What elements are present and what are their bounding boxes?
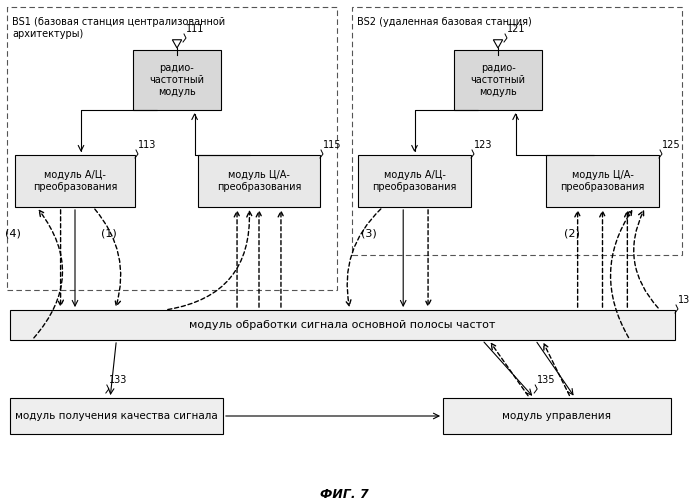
Bar: [358, 155, 471, 207]
Text: BS2 (удаленная базовая станция): BS2 (удаленная базовая станция): [357, 17, 532, 27]
Text: 131: 131: [678, 295, 689, 305]
Bar: [133, 50, 221, 110]
Text: модуль Ц/А-
преобразования: модуль Ц/А- преобразования: [217, 170, 301, 192]
Text: BS1 (базовая станция централизованной
архитектуры): BS1 (базовая станция централизованной ар…: [12, 17, 225, 38]
Text: (3): (3): [361, 229, 377, 239]
Bar: [15, 155, 135, 207]
Text: модуль Ц/А-
преобразования: модуль Ц/А- преобразования: [560, 170, 645, 192]
Text: модуль управления: модуль управления: [502, 411, 612, 421]
Text: радио-
частотный
модуль: радио- частотный модуль: [150, 64, 205, 96]
Text: (1): (1): [101, 229, 117, 239]
Polygon shape: [172, 40, 182, 48]
Text: 111: 111: [186, 24, 205, 34]
Text: 113: 113: [138, 140, 156, 150]
Text: модуль получения качества сигнала: модуль получения качества сигнала: [15, 411, 218, 421]
Text: (2): (2): [564, 229, 580, 239]
Text: 135: 135: [537, 375, 556, 385]
Bar: [10, 310, 675, 340]
Bar: [7, 7, 337, 290]
Text: радио-
частотный
модуль: радио- частотный модуль: [471, 64, 526, 96]
Bar: [454, 50, 542, 110]
Text: модуль А/Ц-
преобразования: модуль А/Ц- преобразования: [33, 170, 117, 192]
Text: 115: 115: [323, 140, 342, 150]
Text: 121: 121: [507, 24, 526, 34]
Text: 123: 123: [474, 140, 493, 150]
Text: (4): (4): [5, 229, 21, 239]
Text: модуль обработки сигнала основной полосы частот: модуль обработки сигнала основной полосы…: [189, 320, 495, 330]
Bar: [352, 7, 682, 255]
Text: 125: 125: [662, 140, 681, 150]
Bar: [10, 398, 223, 434]
Text: ФИГ. 7: ФИГ. 7: [320, 488, 369, 500]
Bar: [198, 155, 320, 207]
Bar: [443, 398, 671, 434]
Polygon shape: [493, 40, 503, 48]
Text: 133: 133: [109, 375, 127, 385]
Bar: [546, 155, 659, 207]
Text: модуль А/Ц-
преобразования: модуль А/Ц- преобразования: [372, 170, 457, 192]
